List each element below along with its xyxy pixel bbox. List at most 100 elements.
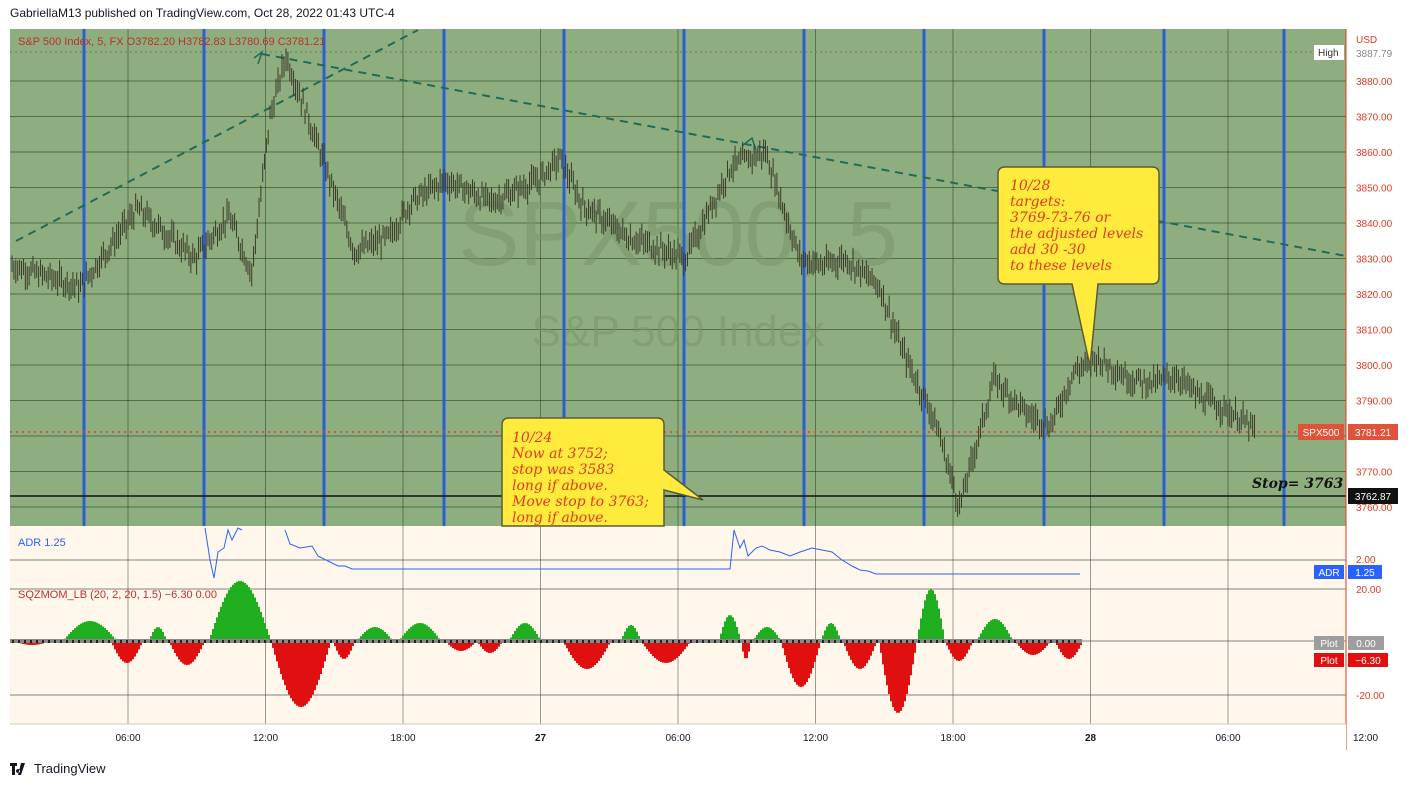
sqz-bar: [1060, 641, 1062, 653]
sqz-bar: [366, 630, 368, 641]
sqz-bar: [386, 634, 388, 641]
sqz-dot: [1044, 640, 1046, 643]
sqz-dot: [354, 640, 356, 643]
sqz-bar: [82, 622, 84, 641]
adr-tick: 2.00: [1356, 555, 1376, 566]
sqz-bar: [70, 632, 72, 641]
sqz-dot: [192, 640, 194, 643]
sqz-bar: [988, 621, 990, 641]
sqz-bar: [304, 641, 306, 706]
sqz-bar: [890, 641, 892, 702]
sqz-dot: [54, 640, 56, 643]
sqz-bar: [894, 641, 896, 711]
downtrend-line[interactable]: [261, 53, 1347, 257]
sqz-bar: [100, 624, 102, 641]
sqz-bar: [360, 636, 362, 641]
sqz-bar: [200, 641, 202, 650]
uptrend-line[interactable]: [15, 29, 419, 242]
sqz-dot: [570, 640, 572, 643]
sqz-bar: [666, 641, 668, 663]
sqz-bar: [634, 628, 636, 641]
adr-tag: ADR: [1318, 568, 1339, 579]
sqz-bar: [264, 623, 266, 641]
sqz-tick-bottom: -20.00: [1356, 691, 1385, 702]
sqz-bar: [1058, 641, 1060, 649]
sqz-bar: [172, 641, 174, 650]
sqz-dot: [474, 640, 476, 643]
sqz-bar: [904, 641, 906, 702]
sqz-bar: [190, 641, 192, 664]
sqz-bar: [518, 626, 520, 641]
sqz-bar: [226, 593, 228, 641]
sqz-bar: [340, 641, 342, 658]
sqz-dot: [882, 640, 884, 643]
sqz-bar: [848, 641, 850, 656]
sqz-dot: [1014, 640, 1016, 643]
sqz-dot: [492, 640, 494, 643]
sqz-dot: [786, 640, 788, 643]
sqz-bar: [680, 641, 682, 654]
time-tick: 28: [1085, 733, 1097, 744]
sqz-bar: [424, 624, 426, 641]
sqz-bar: [312, 641, 314, 695]
sqz-bar: [1032, 641, 1034, 655]
sqz-dot: [1026, 640, 1028, 643]
currency-label: USD: [1356, 35, 1377, 46]
sqz-bar: [296, 641, 298, 706]
sqz-bar: [194, 641, 196, 660]
sqz-bar: [364, 632, 366, 641]
sqz-dot: [954, 640, 956, 643]
sqz-bar: [488, 641, 490, 653]
sqz-bar: [678, 641, 680, 657]
sqz-bar: [180, 641, 182, 662]
sqz-bar: [480, 641, 482, 647]
sqz-bar: [802, 641, 804, 687]
sqz-bar: [388, 636, 390, 641]
sqz-dot: [720, 640, 722, 643]
sqz-dot: [486, 640, 488, 643]
sqz-dot: [678, 640, 680, 643]
stop-label[interactable]: Stop= 3763: [1252, 476, 1344, 492]
sqz-bar: [656, 641, 658, 660]
sqz-dot: [726, 640, 728, 643]
sqz-dot: [432, 640, 434, 643]
sqz-bar: [792, 641, 794, 679]
sqz-bar: [966, 641, 968, 654]
adr-pane[interactable]: [10, 526, 1346, 582]
sqz-dot: [144, 640, 146, 643]
sqz-bar: [492, 641, 494, 653]
tradingview-brand[interactable]: TradingView: [10, 761, 106, 776]
sqz-dot: [330, 640, 332, 643]
sqz-dot: [972, 640, 974, 643]
sqz-bar: [900, 641, 902, 711]
sqz-bar: [730, 615, 732, 641]
price-axis[interactable]: [1346, 29, 1414, 724]
sqz-dot: [60, 640, 62, 643]
sqz-bar: [566, 641, 568, 649]
sqz-bar: [306, 641, 308, 704]
sqz-dot: [48, 640, 50, 643]
time-axis[interactable]: [10, 724, 1346, 750]
sqz-bar: [114, 641, 116, 650]
sqz-bar: [380, 628, 382, 641]
sqz-bar: [320, 641, 322, 674]
sqz-dot: [468, 640, 470, 643]
sqz-bar: [222, 601, 224, 641]
sqz-dot: [702, 640, 704, 643]
sqz-bar: [178, 641, 180, 660]
sqz-bar: [912, 641, 914, 665]
sqz-bar: [274, 641, 276, 655]
sqz-bar: [722, 626, 724, 641]
sqz-dot: [36, 640, 38, 643]
sqz-dot: [666, 640, 668, 643]
sqz-bar: [1020, 641, 1022, 648]
sqz-bar: [600, 641, 602, 659]
sqz-dot: [510, 640, 512, 643]
brand-label: TradingView: [34, 761, 106, 776]
sqz-bar: [960, 641, 962, 661]
sqz-bar: [998, 620, 1000, 641]
sqz-dot: [612, 640, 614, 643]
